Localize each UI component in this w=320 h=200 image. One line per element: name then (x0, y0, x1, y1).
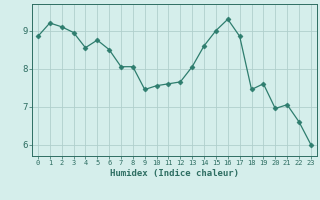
X-axis label: Humidex (Indice chaleur): Humidex (Indice chaleur) (110, 169, 239, 178)
